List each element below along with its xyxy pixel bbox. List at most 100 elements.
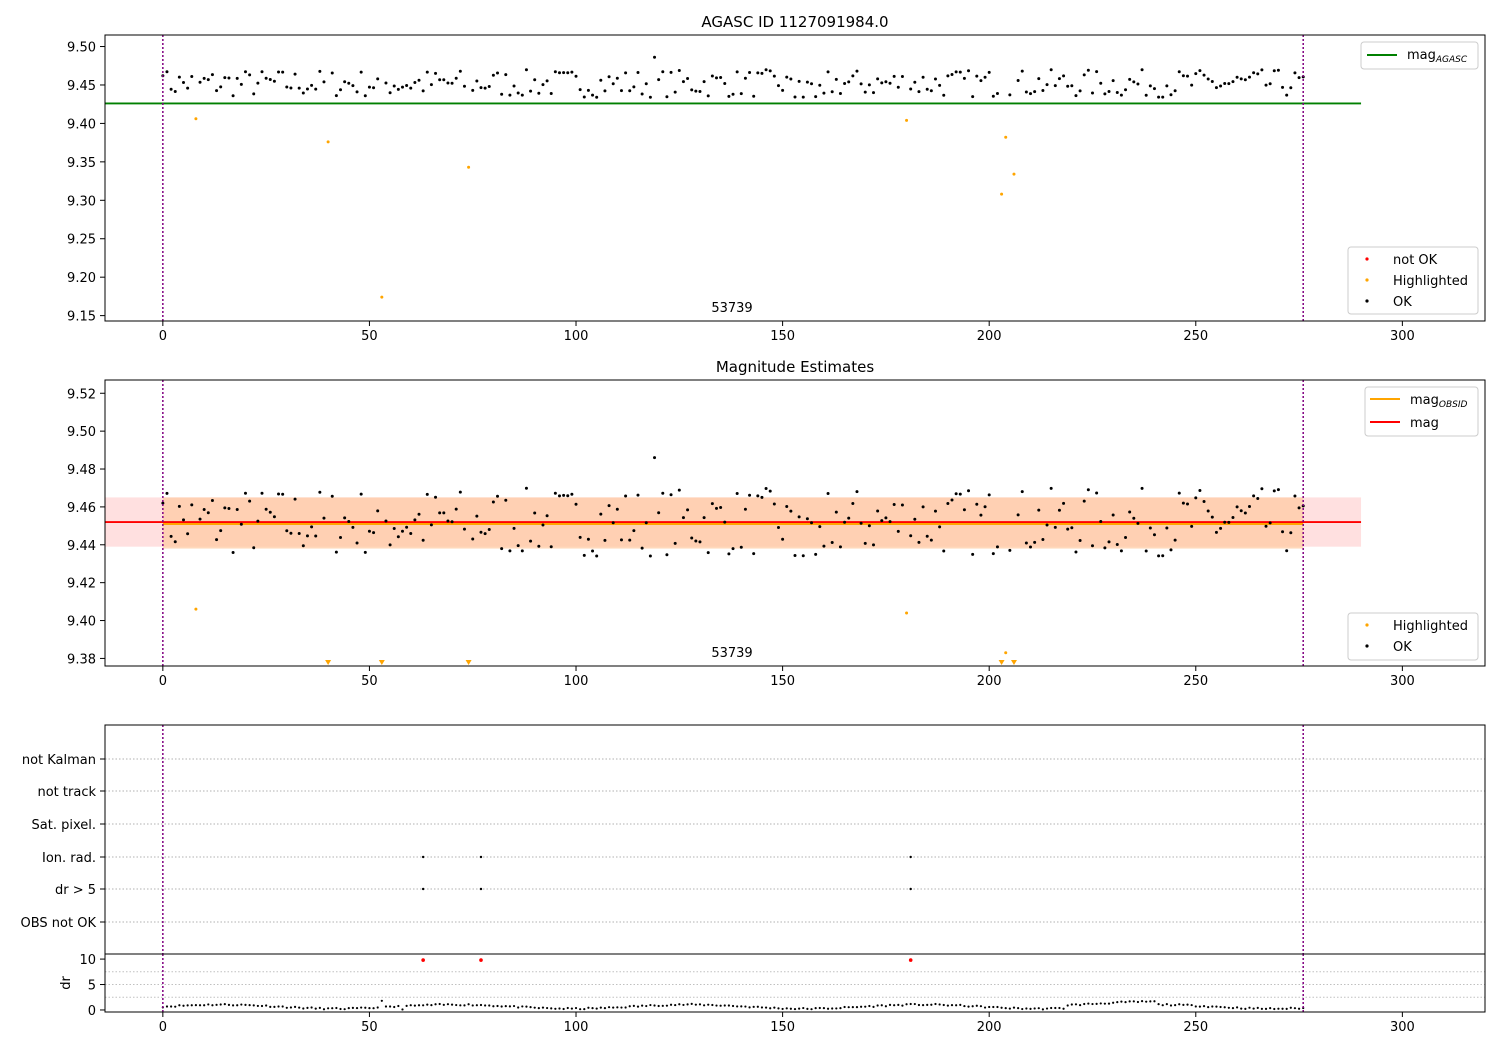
ok-point: [586, 88, 590, 92]
ok-point: [760, 495, 764, 499]
ok-point: [512, 526, 516, 530]
ok-point: [392, 84, 396, 88]
y-tick-label: 10: [79, 953, 96, 968]
x-tick-label: 150: [770, 674, 795, 689]
ok-point: [1148, 526, 1152, 530]
ok-point: [215, 89, 219, 93]
ok-point: [483, 532, 487, 536]
ok-point: [690, 536, 694, 540]
ok-point: [810, 521, 814, 525]
ok-point: [727, 94, 731, 98]
highlighted-point: [905, 118, 909, 122]
dr-point: [339, 1007, 342, 1011]
ok-point: [1272, 489, 1276, 493]
ok-point: [834, 510, 838, 514]
ok-point: [429, 83, 433, 87]
ok-point: [768, 69, 772, 73]
ok-point: [1033, 540, 1037, 544]
legend-mag: mag: [1410, 416, 1439, 431]
ok-point: [1177, 70, 1181, 74]
ok-point: [537, 544, 541, 548]
dr-point: [843, 1005, 846, 1009]
dr-point: [1252, 1007, 1255, 1010]
dr-point: [967, 1005, 970, 1008]
ok-point: [347, 81, 351, 85]
ok-point: [301, 544, 305, 548]
dr-point: [1062, 1007, 1065, 1010]
ok-point: [599, 78, 603, 82]
ok-point: [1223, 82, 1227, 86]
dr-point: [256, 1004, 259, 1008]
dr-point: [537, 1007, 540, 1010]
dr-point: [331, 1007, 334, 1010]
ok-point: [1161, 95, 1165, 99]
ok-point: [1124, 536, 1128, 540]
dr-point: [231, 1004, 235, 1007]
ok-point: [1276, 68, 1280, 72]
ok-point: [417, 512, 421, 516]
ok-point: [1260, 487, 1264, 491]
dr-point: [992, 1005, 995, 1009]
ok-point: [929, 538, 933, 542]
ok-point: [1024, 541, 1028, 545]
ok-point: [781, 88, 785, 92]
ok-point: [971, 95, 975, 99]
ok-point: [281, 70, 285, 74]
ok-point: [496, 494, 500, 498]
dr-point: [1012, 1006, 1016, 1009]
ok-point: [1111, 79, 1115, 83]
dr-point: [405, 1004, 408, 1007]
ok-point: [611, 82, 615, 86]
ok-point: [702, 80, 706, 84]
ok-point: [1194, 72, 1198, 76]
ok-point: [615, 507, 619, 511]
ok-point: [950, 72, 954, 76]
ok-point: [1181, 74, 1185, 78]
dr-point: [822, 1006, 826, 1010]
ok-point: [967, 489, 971, 493]
dr-point: [934, 1002, 937, 1006]
ok-point: [305, 87, 309, 91]
ok-point: [496, 71, 500, 75]
ok-point: [624, 494, 628, 498]
dr-point: [1223, 1006, 1226, 1009]
ok-point: [892, 503, 896, 507]
ok-point: [1272, 69, 1276, 73]
dr-point: [174, 1005, 177, 1008]
ok-point: [1247, 504, 1251, 508]
ok-point: [277, 70, 281, 74]
ok-point: [615, 76, 619, 80]
ok-point: [1148, 84, 1152, 88]
dr-point: [1219, 1005, 1222, 1009]
ok-point: [182, 518, 186, 522]
ok-point: [1152, 533, 1156, 537]
ok-point: [471, 537, 475, 541]
ok-point: [520, 93, 524, 97]
dr-point: [1190, 1003, 1193, 1007]
dr-point: [186, 1004, 189, 1007]
dr-point: [1289, 1006, 1292, 1009]
ok-point: [636, 71, 640, 75]
x-tick-label: 50: [361, 674, 378, 689]
ok-point: [900, 74, 904, 78]
ok-point: [686, 76, 690, 80]
ok-point: [562, 493, 566, 497]
ok-point: [1078, 538, 1082, 542]
ok-point: [1024, 90, 1028, 94]
dr-point: [942, 1003, 945, 1007]
ok-point: [260, 70, 264, 74]
ok-point: [351, 525, 355, 529]
x-tick-label: 250: [1183, 329, 1208, 344]
ok-point: [748, 71, 752, 75]
dr-point: [285, 1006, 288, 1009]
y-tick-label: 9.30: [67, 194, 96, 209]
dr-point: [996, 1005, 999, 1009]
y-tick-label: 5: [88, 979, 96, 994]
dr-point: [368, 1007, 371, 1010]
ok-point: [727, 552, 731, 556]
dr-point: [1198, 1005, 1202, 1008]
ok-point: [764, 68, 768, 72]
highlighted-point: [1000, 192, 1004, 196]
ok-point: [487, 84, 491, 88]
dr-point: [653, 1004, 656, 1007]
